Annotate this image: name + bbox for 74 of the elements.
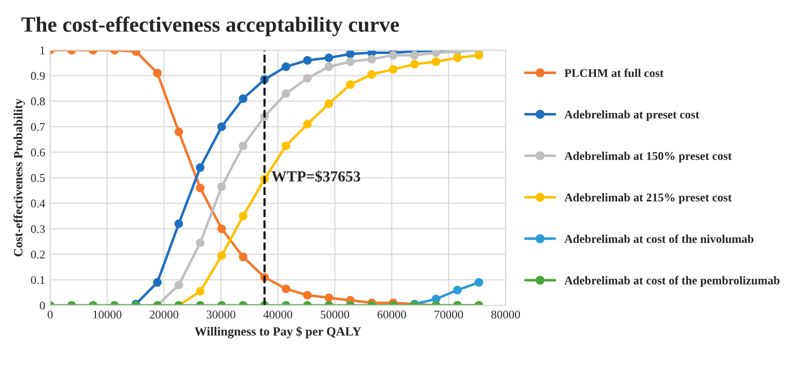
- point: [474, 278, 484, 287]
- x-tick-label: 70000: [434, 310, 463, 319]
- y-tick-label: 0.6: [30, 148, 45, 156]
- x-tick-label: 30000: [206, 310, 236, 319]
- x-tick-label: 40000: [263, 310, 292, 319]
- point: [346, 57, 355, 66]
- point: [346, 50, 355, 58]
- y-tick-label: 0: [40, 302, 45, 310]
- point: [153, 278, 162, 287]
- point: [388, 64, 398, 74]
- x-tick-label: 20000: [150, 310, 178, 319]
- y-tick-label: 0.7: [30, 122, 45, 131]
- point: [238, 142, 248, 150]
- y-tick-label: 0.4: [30, 200, 46, 208]
- y-tick-label: 0.9: [30, 72, 45, 80]
- point: [303, 74, 312, 83]
- point: [238, 252, 248, 262]
- point: [346, 80, 355, 89]
- point: [324, 62, 334, 72]
- legend-label: Adebrelimab at 215% preset cost: [564, 193, 732, 204]
- point: [174, 219, 184, 228]
- x-axis-title: Willingness to Pay $ per QALY: [194, 326, 362, 338]
- point: [238, 212, 248, 220]
- point: [217, 224, 226, 234]
- legend-label: Adebrelimab at preset cost: [564, 110, 700, 121]
- y-axis-title: Cost-effectiveness Probability: [13, 98, 25, 256]
- y-tick-label: 0.2: [30, 250, 45, 259]
- point: [453, 286, 462, 294]
- point: [282, 89, 290, 98]
- point: [303, 56, 312, 65]
- point: [282, 62, 290, 72]
- legend-label: Adebrelimab at cost of the pembrolizumab: [564, 276, 780, 287]
- x-tick-label: 0: [48, 310, 53, 319]
- point: [367, 70, 376, 79]
- point: [324, 53, 334, 62]
- point: [174, 280, 184, 290]
- x-tick-label: 80000: [491, 310, 520, 319]
- legend-label: PLCHM at full cost: [564, 68, 664, 78]
- point: [453, 53, 462, 62]
- point: [196, 286, 205, 296]
- point: [367, 54, 376, 64]
- ref-line-label: WTP=$37653: [272, 170, 360, 183]
- point: [153, 68, 162, 78]
- point: [217, 182, 226, 192]
- point: [410, 60, 419, 69]
- point: [432, 50, 440, 58]
- y-tick-label: 0.3: [30, 225, 45, 234]
- y-tick-label: 0.8: [30, 97, 45, 106]
- point: [388, 50, 398, 60]
- chart-title: The cost-effectiveness acceptability curve: [21, 16, 399, 36]
- point: [282, 142, 290, 150]
- point: [474, 50, 484, 60]
- point: [217, 122, 226, 132]
- point: [196, 238, 205, 248]
- point: [410, 50, 419, 60]
- x-tick-label: 50000: [320, 310, 350, 319]
- point: [196, 163, 205, 172]
- y-tick-label: 1: [40, 46, 45, 54]
- x-tick-label: 10000: [93, 310, 122, 319]
- point: [324, 293, 334, 302]
- x-tick-label: 60000: [378, 310, 406, 319]
- point: [282, 284, 290, 294]
- point: [432, 57, 440, 66]
- y-tick-label: 0.5: [30, 174, 45, 182]
- point: [303, 120, 312, 128]
- point: [174, 127, 184, 136]
- point: [217, 251, 226, 260]
- point: [196, 184, 205, 192]
- point: [238, 94, 248, 103]
- point: [303, 290, 312, 300]
- legend-label: Adebrelimab at cost of the nivolumab: [564, 234, 754, 243]
- point: [324, 99, 334, 108]
- legend-label: Adebrelimab at 150% preset cost: [564, 152, 732, 162]
- y-tick-label: 0.1: [30, 276, 45, 284]
